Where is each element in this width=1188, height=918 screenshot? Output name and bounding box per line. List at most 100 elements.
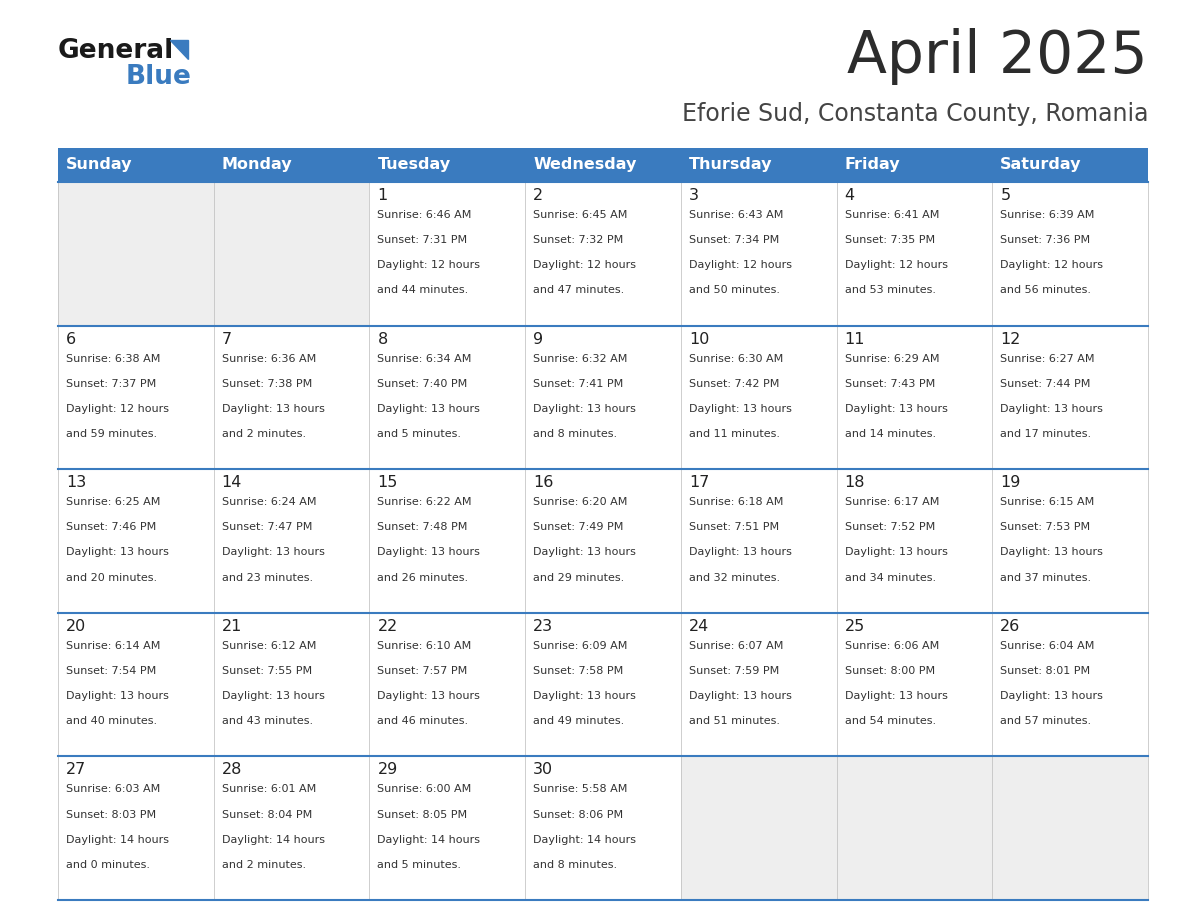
Text: Sunset: 7:35 PM: Sunset: 7:35 PM (845, 235, 935, 245)
Bar (214, 613, 369, 756)
Text: Sunrise: 6:24 AM: Sunrise: 6:24 AM (222, 498, 316, 508)
Bar (525, 756, 681, 900)
Text: 17: 17 (689, 476, 709, 490)
Polygon shape (170, 40, 188, 59)
Text: 25: 25 (845, 619, 865, 633)
Bar (214, 326, 369, 469)
Text: Sunrise: 6:22 AM: Sunrise: 6:22 AM (378, 498, 472, 508)
Bar (369, 469, 525, 613)
Text: Sunrise: 6:46 AM: Sunrise: 6:46 AM (378, 210, 472, 220)
Text: and 20 minutes.: and 20 minutes. (67, 573, 157, 583)
Text: 24: 24 (689, 619, 709, 633)
Text: Sunrise: 6:12 AM: Sunrise: 6:12 AM (222, 641, 316, 651)
Text: Sunset: 7:55 PM: Sunset: 7:55 PM (222, 666, 311, 676)
Bar (681, 148, 836, 182)
Text: Daylight: 13 hours: Daylight: 13 hours (845, 691, 948, 701)
Text: and 32 minutes.: and 32 minutes. (689, 573, 781, 583)
Text: Sunrise: 6:18 AM: Sunrise: 6:18 AM (689, 498, 783, 508)
Text: Sunset: 7:38 PM: Sunset: 7:38 PM (222, 379, 312, 388)
Bar (58, 182, 214, 326)
Text: Sunset: 7:53 PM: Sunset: 7:53 PM (1000, 522, 1091, 532)
Text: Tuesday: Tuesday (378, 158, 450, 173)
Bar (369, 148, 525, 182)
Text: Sunrise: 5:58 AM: Sunrise: 5:58 AM (533, 784, 627, 794)
Text: 14: 14 (222, 476, 242, 490)
Text: Sunset: 8:04 PM: Sunset: 8:04 PM (222, 810, 312, 820)
Text: 2: 2 (533, 188, 543, 203)
Text: Daylight: 13 hours: Daylight: 13 hours (378, 404, 480, 414)
Text: and 54 minutes.: and 54 minutes. (845, 716, 936, 726)
Bar (525, 326, 681, 469)
Text: 27: 27 (67, 763, 87, 778)
Text: Sunrise: 6:39 AM: Sunrise: 6:39 AM (1000, 210, 1094, 220)
Bar (836, 326, 992, 469)
Bar (681, 326, 836, 469)
Text: 13: 13 (67, 476, 87, 490)
Text: Daylight: 13 hours: Daylight: 13 hours (689, 404, 791, 414)
Text: and 56 minutes.: and 56 minutes. (1000, 285, 1092, 296)
Text: Friday: Friday (845, 158, 901, 173)
Text: Sunrise: 6:36 AM: Sunrise: 6:36 AM (222, 353, 316, 364)
Text: 26: 26 (1000, 619, 1020, 633)
Text: 8: 8 (378, 331, 387, 347)
Text: Daylight: 13 hours: Daylight: 13 hours (689, 691, 791, 701)
Text: Daylight: 13 hours: Daylight: 13 hours (845, 404, 948, 414)
Text: Sunset: 7:40 PM: Sunset: 7:40 PM (378, 379, 468, 388)
Bar (681, 613, 836, 756)
Text: Sunset: 7:52 PM: Sunset: 7:52 PM (845, 522, 935, 532)
Text: Eforie Sud, Constanta County, Romania: Eforie Sud, Constanta County, Romania (682, 102, 1148, 126)
Bar (58, 613, 214, 756)
Text: Sunrise: 6:32 AM: Sunrise: 6:32 AM (533, 353, 627, 364)
Text: 16: 16 (533, 476, 554, 490)
Text: and 5 minutes.: and 5 minutes. (378, 860, 461, 869)
Bar (369, 182, 525, 326)
Text: 29: 29 (378, 763, 398, 778)
Bar (836, 182, 992, 326)
Text: Sunset: 7:34 PM: Sunset: 7:34 PM (689, 235, 779, 245)
Text: Sunrise: 6:38 AM: Sunrise: 6:38 AM (67, 353, 160, 364)
Text: Sunset: 8:05 PM: Sunset: 8:05 PM (378, 810, 468, 820)
Text: Daylight: 13 hours: Daylight: 13 hours (533, 547, 636, 557)
Text: Sunset: 8:06 PM: Sunset: 8:06 PM (533, 810, 624, 820)
Text: Sunrise: 6:29 AM: Sunrise: 6:29 AM (845, 353, 939, 364)
Text: 30: 30 (533, 763, 554, 778)
Text: General: General (58, 38, 175, 64)
Text: 19: 19 (1000, 476, 1020, 490)
Text: Sunset: 8:00 PM: Sunset: 8:00 PM (845, 666, 935, 676)
Text: Daylight: 12 hours: Daylight: 12 hours (845, 261, 948, 270)
Text: Sunset: 7:41 PM: Sunset: 7:41 PM (533, 379, 624, 388)
Text: Daylight: 13 hours: Daylight: 13 hours (378, 547, 480, 557)
Text: Sunset: 7:43 PM: Sunset: 7:43 PM (845, 379, 935, 388)
Text: Sunset: 7:47 PM: Sunset: 7:47 PM (222, 522, 312, 532)
Text: Sunset: 7:32 PM: Sunset: 7:32 PM (533, 235, 624, 245)
Bar (836, 469, 992, 613)
Bar (58, 469, 214, 613)
Bar (214, 469, 369, 613)
Text: Daylight: 13 hours: Daylight: 13 hours (1000, 691, 1104, 701)
Text: Sunset: 7:49 PM: Sunset: 7:49 PM (533, 522, 624, 532)
Text: 1: 1 (378, 188, 387, 203)
Text: Sunrise: 6:30 AM: Sunrise: 6:30 AM (689, 353, 783, 364)
Text: and 5 minutes.: and 5 minutes. (378, 429, 461, 439)
Text: 12: 12 (1000, 331, 1020, 347)
Text: Monday: Monday (222, 158, 292, 173)
Text: Sunrise: 6:20 AM: Sunrise: 6:20 AM (533, 498, 627, 508)
Text: Sunrise: 6:17 AM: Sunrise: 6:17 AM (845, 498, 939, 508)
Bar (681, 182, 836, 326)
Text: April 2025: April 2025 (847, 28, 1148, 85)
Text: 4: 4 (845, 188, 854, 203)
Text: Sunrise: 6:15 AM: Sunrise: 6:15 AM (1000, 498, 1094, 508)
Text: and 51 minutes.: and 51 minutes. (689, 716, 779, 726)
Text: and 8 minutes.: and 8 minutes. (533, 860, 618, 869)
Text: and 17 minutes.: and 17 minutes. (1000, 429, 1092, 439)
Text: Daylight: 12 hours: Daylight: 12 hours (1000, 261, 1104, 270)
Text: 5: 5 (1000, 188, 1011, 203)
Text: and 14 minutes.: and 14 minutes. (845, 429, 936, 439)
Text: and 44 minutes.: and 44 minutes. (378, 285, 469, 296)
Text: and 57 minutes.: and 57 minutes. (1000, 716, 1092, 726)
Text: and 59 minutes.: and 59 minutes. (67, 429, 157, 439)
Bar (681, 469, 836, 613)
Text: Sunrise: 6:45 AM: Sunrise: 6:45 AM (533, 210, 627, 220)
Text: Sunset: 8:03 PM: Sunset: 8:03 PM (67, 810, 156, 820)
Text: and 29 minutes.: and 29 minutes. (533, 573, 625, 583)
